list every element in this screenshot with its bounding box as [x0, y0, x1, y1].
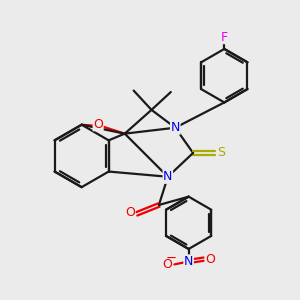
Text: N: N [184, 255, 193, 268]
Text: O: O [205, 253, 215, 266]
Text: N: N [163, 170, 172, 183]
Text: O: O [93, 118, 103, 130]
Text: N: N [171, 121, 180, 134]
Text: S: S [217, 146, 225, 160]
Text: O: O [162, 258, 172, 271]
Text: −: − [165, 252, 176, 265]
Text: O: O [125, 206, 135, 219]
Text: F: F [221, 31, 228, 44]
